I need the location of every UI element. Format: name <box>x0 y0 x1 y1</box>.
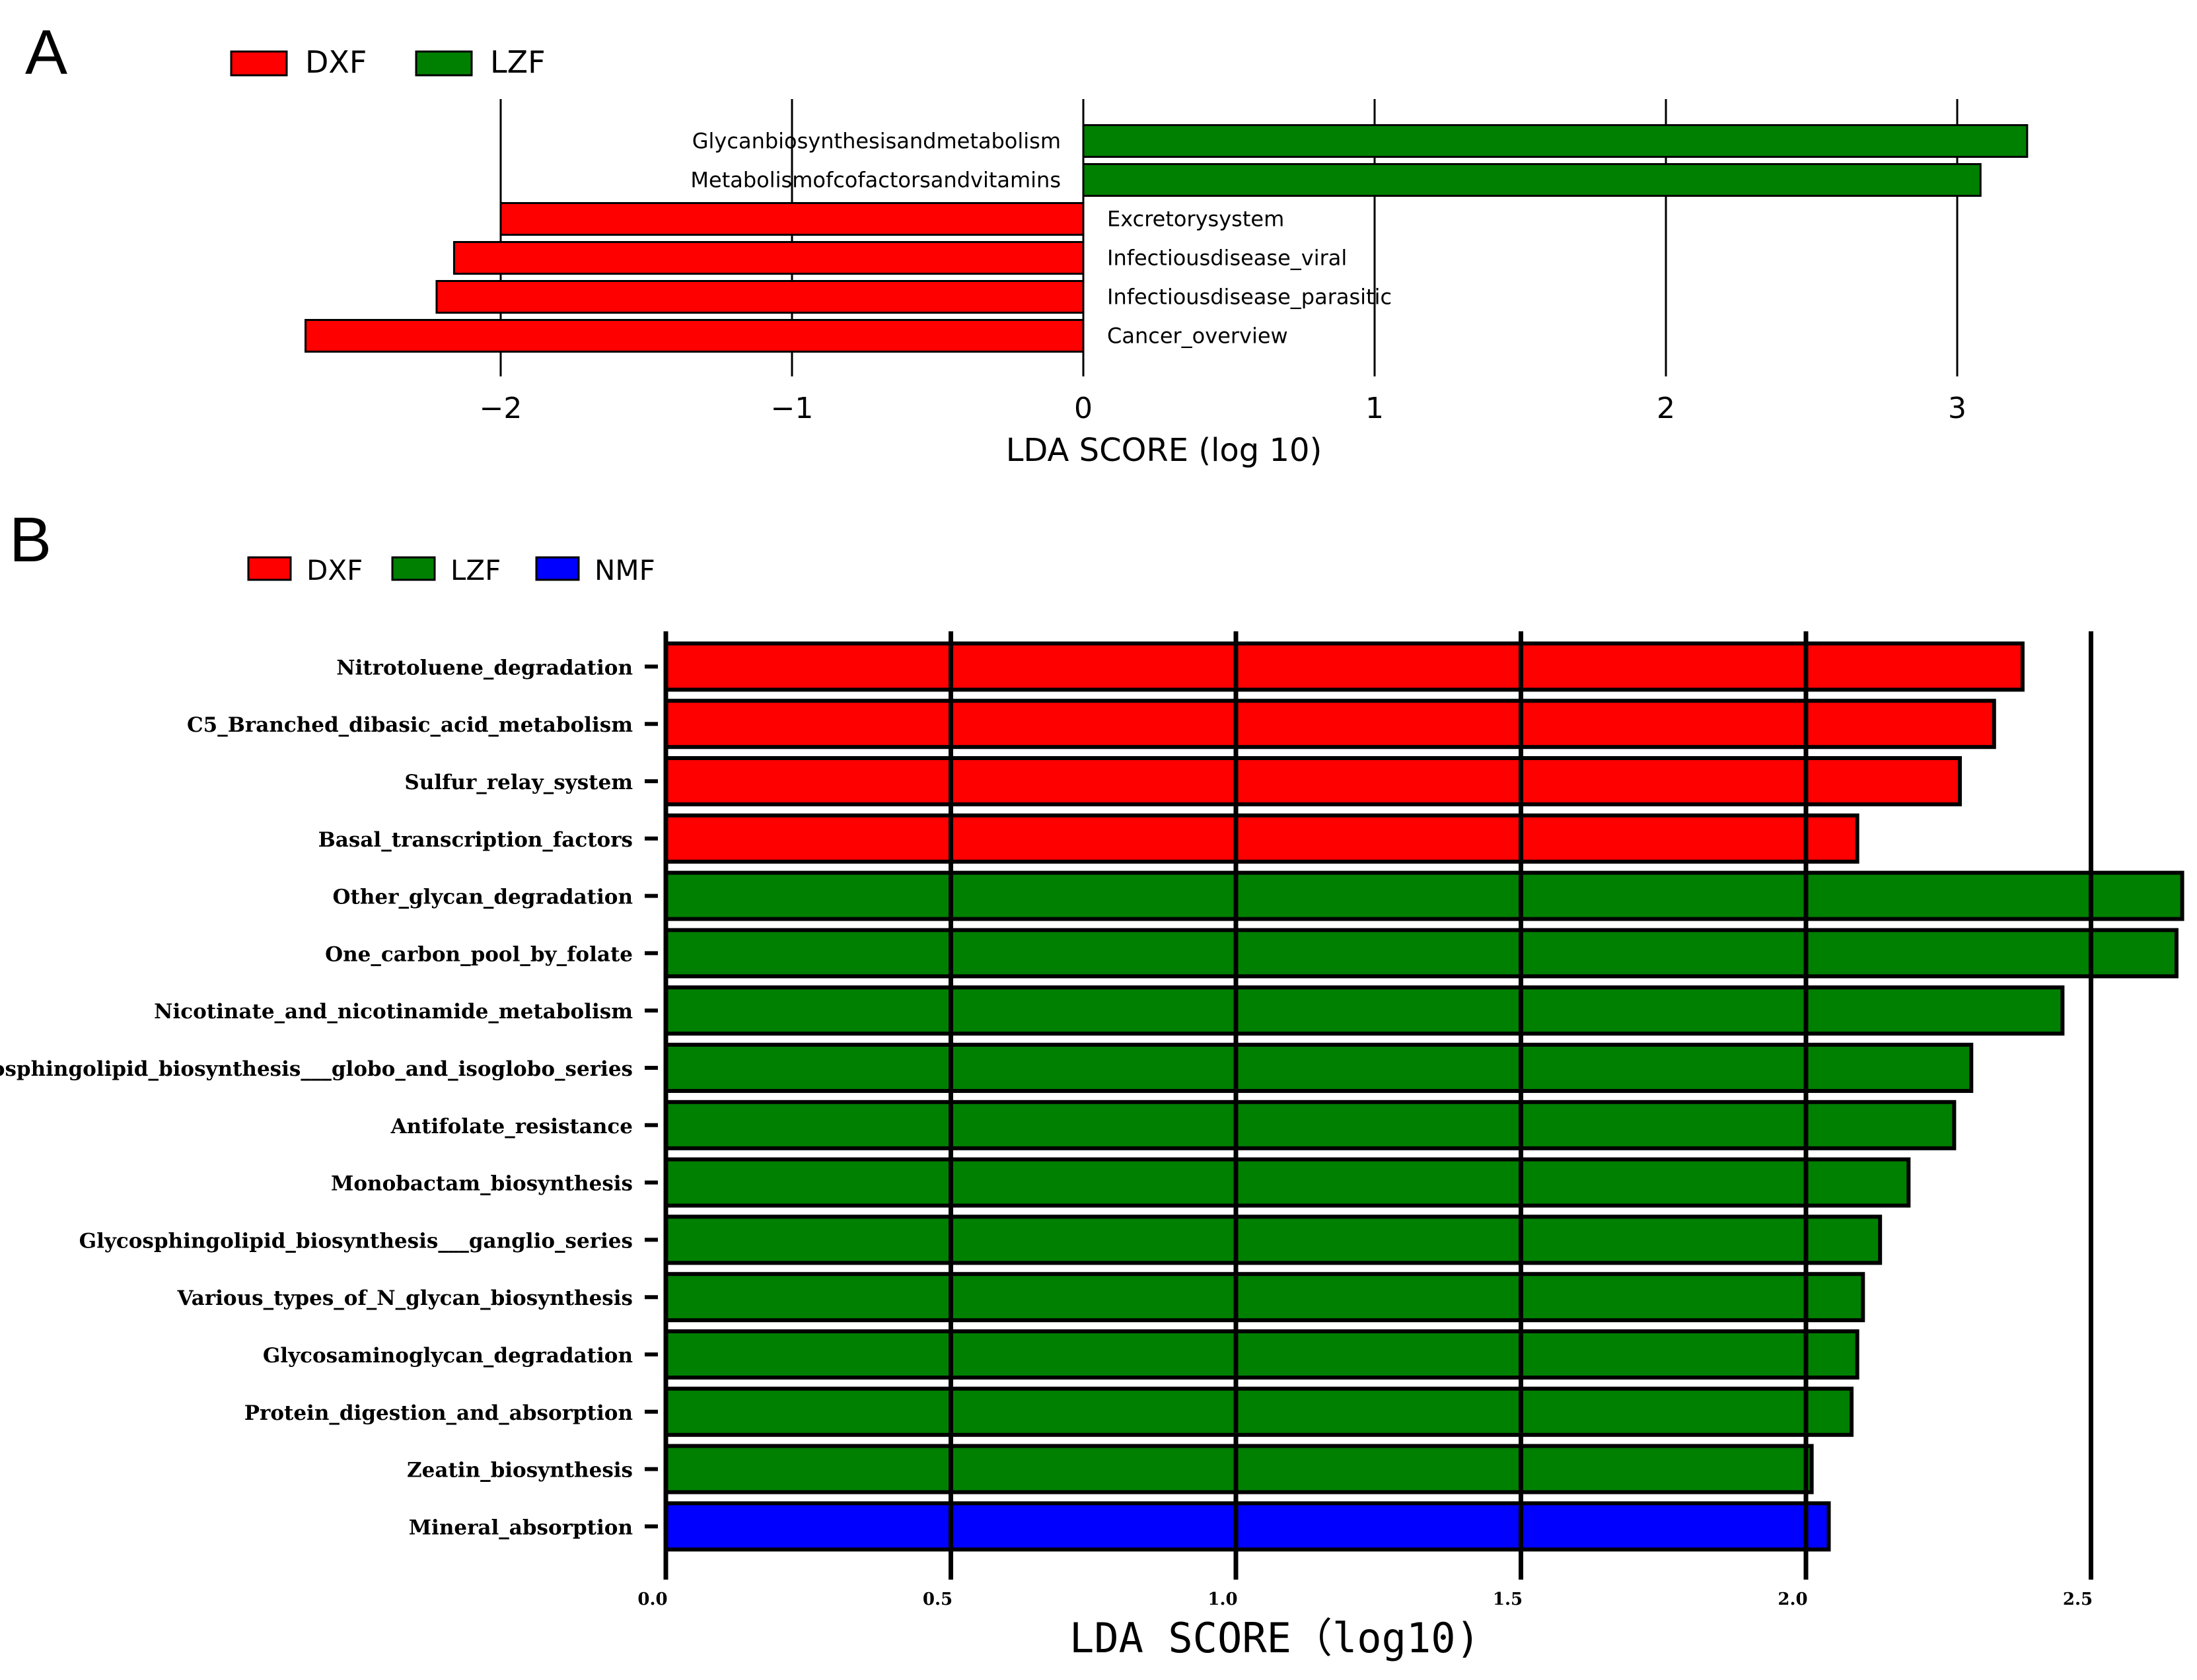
panel-a-bar-cancer-overview <box>305 319 1085 353</box>
panel-a-tick-label: 3 <box>1948 392 1966 425</box>
panel-b-bar-zeatin-biosynthesis <box>664 1444 1814 1494</box>
panel-a-legend-label-dxf: DXF <box>305 44 367 80</box>
panel-b-bar-one-carbon-pool-by-folate <box>664 928 2179 979</box>
panel-a-bar-label-metabolismofcofactorsandvitamins: Metabolismofcofactorsandvitamins <box>690 168 1061 193</box>
panel-b-bar-label-basal-transcription-factors: Basal_transcription_factors <box>318 828 633 852</box>
panel-a-tick-label: 1 <box>1365 392 1384 425</box>
panel-b-bar-c5-branched-dibasic-acid-metabolism <box>664 699 1996 750</box>
panel-a-bar-label-infectiousdisease-viral: Infectiousdisease_viral <box>1107 246 1347 271</box>
panel-b-bar-glycosphingolipid-biosynthesis-globo-and-isoglobo-series <box>664 1043 1974 1093</box>
panel-b-bar-label-glycosphingolipid-biosynthesis-ganglio-series: Glycosphingolipid_biosynthesis___ganglio… <box>79 1229 633 1253</box>
panel-a-bar-excretorysystem <box>499 202 1085 236</box>
panel-a-tick-label: 2 <box>1657 392 1675 425</box>
panel-a-bar-metabolismofcofactorsandvitamins <box>1082 163 1982 197</box>
panel-b-bar-nicotinate-and-nicotinamide-metabolism <box>664 985 2065 1036</box>
panel-b-bar-protein-digestion-and-absorption <box>664 1386 1854 1437</box>
panel-b-legend-swatch-nmf <box>535 556 580 581</box>
panel-b-bar-label-sulfur-relay-system: Sulfur_relay_system <box>404 771 633 794</box>
panel-b-bar-mineral-absorption <box>664 1501 1831 1552</box>
panel-a-bar-infectiousdisease-parasitic <box>435 280 1085 314</box>
panel-b-tick-label: 1.0 <box>1207 1590 1237 1609</box>
panel-b-bar-label-mineral-absorption: Mineral_absorption <box>409 1516 633 1539</box>
panel-a-bar-infectiousdisease-viral <box>452 241 1085 275</box>
panel-b-tick-label: 2.0 <box>1778 1590 1807 1609</box>
panel-b-bar-various-types-of-n-glycan-biosynthesis <box>664 1272 1865 1323</box>
panel-b-chart: DXF LZF NMF Nitrotoluene_degradation C5_Bran… <box>0 554 2184 1609</box>
panel-b-bar-nitrotoluene-degradation <box>664 641 2025 692</box>
panel-b-bar-sulfur-relay-system <box>664 756 1963 806</box>
panel-b-bar-monobactam-biosynthesis <box>664 1157 1911 1208</box>
panel-b-legend-swatch-dxf <box>247 556 292 581</box>
panel-a-tick-label: 0 <box>1074 392 1093 425</box>
panel-a-legend-swatch-dxf <box>230 50 288 77</box>
panel-b-bar-label-protein-digestion-and-absorption: Protein_digestion_and_absorption <box>244 1401 633 1425</box>
panel-a-tick-label: −2 <box>480 392 522 425</box>
panel-b-legend-label-lzf: LZF <box>450 554 501 586</box>
panel-b-tick-label: 0.5 <box>923 1590 953 1609</box>
panel-b-bar-label-glycosaminoglycan-degradation: Glycosaminoglycan_degradation <box>263 1344 633 1368</box>
panel-b-bar-label-one-carbon-pool-by-folate: One_carbon_pool_by_folate <box>325 942 633 966</box>
panel-b-bar-label-glycosphingolipid-biosynthesis-globo-and-isoglobo-series: Glycosphingolipid_biosynthesis___globo_a… <box>0 1057 633 1081</box>
panel-b-tick-label: 2.5 <box>2063 1590 2093 1609</box>
panel-a-bar-glycanbiosynthesisandmetabolism <box>1082 124 2029 158</box>
panel-a-bar-label-glycanbiosynthesisandmetabolism: Glycanbiosynthesisandmetabolism <box>692 129 1061 154</box>
panel-b-legend-swatch-lzf <box>391 556 436 581</box>
panel-b-legend-label-dxf: DXF <box>306 554 363 586</box>
panel-b-bar-antifolate-resistance <box>664 1100 1957 1150</box>
panel-a-x-axis-title: LDA SCORE (log 10) <box>1006 432 1322 469</box>
panel-a-chart: DXF LZF Glycanbiosynthesisandmetabolism Met… <box>230 44 2029 425</box>
panel-b-tick-label: 0.0 <box>637 1590 667 1609</box>
panel-b-bar-label-nitrotoluene-degradation: Nitrotoluene_degradation <box>336 656 633 680</box>
panel-b-bar-glycosaminoglycan-degradation <box>664 1329 1859 1380</box>
panel-b-bar-label-other-glycan-degradation: Other_glycan_degradation <box>333 886 633 909</box>
panel-b-bar-basal-transcription-factors <box>664 813 1859 864</box>
panel-b-bar-label-various-types-of-n-glycan-biosynthesis: Various_types_of_N_glycan_biosynthesis <box>177 1286 633 1310</box>
panel-b-bar-label-monobactam-biosynthesis: Monobactam_biosynthesis <box>331 1172 633 1196</box>
panel-b-bar-label-c5-branched-dibasic-acid-metabolism: C5_Branched_dibasic_acid_metabolism <box>187 713 633 737</box>
panel-a-bar-label-infectiousdisease-parasitic: Infectiousdisease_parasitic <box>1107 285 1392 310</box>
panel-b-bar-glycosphingolipid-biosynthesis-ganglio-series <box>664 1214 1883 1265</box>
panel-a-tick-label: −1 <box>771 392 814 425</box>
panel-b-x-axis-title: LDA SCORE（log10) <box>1069 1614 1480 1662</box>
panel-a-legend-label-lzf: LZF <box>490 44 546 80</box>
panel-b-bar-label-nicotinate-and-nicotinamide-metabolism: Nicotinate_and_nicotinamide_metabolism <box>154 1000 633 1024</box>
panel-b-bar-label-antifolate-resistance: Antifolate_resistance <box>390 1115 633 1138</box>
panel-a-bar-label-excretorysystem: Excretorysystem <box>1107 207 1284 232</box>
panel-b-bar-label-zeatin-biosynthesis: Zeatin_biosynthesis <box>407 1459 633 1483</box>
panel-b-bar-other-glycan-degradation <box>664 870 2184 921</box>
panel-b-tick-label: 1.5 <box>1493 1590 1523 1609</box>
panel-a-legend-swatch-lzf <box>415 50 473 77</box>
panel-a-bar-label-cancer-overview: Cancer_overview <box>1107 324 1288 349</box>
panel-letter-b: B <box>9 505 52 575</box>
panel-letter-a: A <box>25 17 67 88</box>
panel-b-legend-label-nmf: NMF <box>594 554 655 586</box>
